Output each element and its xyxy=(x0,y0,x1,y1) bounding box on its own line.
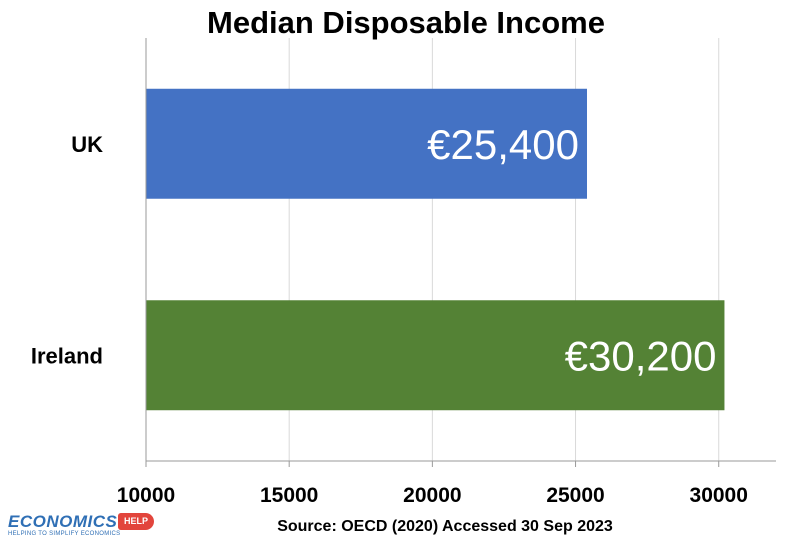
source-note: Source: OECD (2020) Accessed 30 Sep 2023 xyxy=(277,518,613,535)
bar-uk xyxy=(146,88,587,199)
bar-ireland xyxy=(146,300,725,411)
x-tick-label-10000: 10000 xyxy=(117,484,175,507)
x-tick-label-15000: 15000 xyxy=(260,484,318,507)
axes xyxy=(145,38,776,467)
value-label-ireland: €30,200 xyxy=(565,332,717,379)
chart-title: Median Disposable Income xyxy=(207,5,605,40)
economics-help-logo: ECONOMICS HELP HELPING TO SIMPLIFY ECONO… xyxy=(8,512,158,540)
logo-badge: HELP xyxy=(118,513,154,530)
labels: 10000 15000 20000 25000 30000 UK €25,400 Irelan… xyxy=(31,121,748,507)
x-tick-label-20000: 20000 xyxy=(403,484,461,507)
x-tick-label-25000: 25000 xyxy=(546,484,604,507)
bars xyxy=(146,88,725,411)
category-label-ireland: Ireland xyxy=(31,343,103,368)
logo-tagline: HELPING TO SIMPLIFY ECONOMICS xyxy=(8,531,121,537)
category-label-uk: UK xyxy=(71,132,103,157)
logo-word: ECONOMICS xyxy=(8,512,118,531)
x-tick-label-30000: 30000 xyxy=(690,484,748,507)
value-label-uk: €25,400 xyxy=(427,121,579,168)
